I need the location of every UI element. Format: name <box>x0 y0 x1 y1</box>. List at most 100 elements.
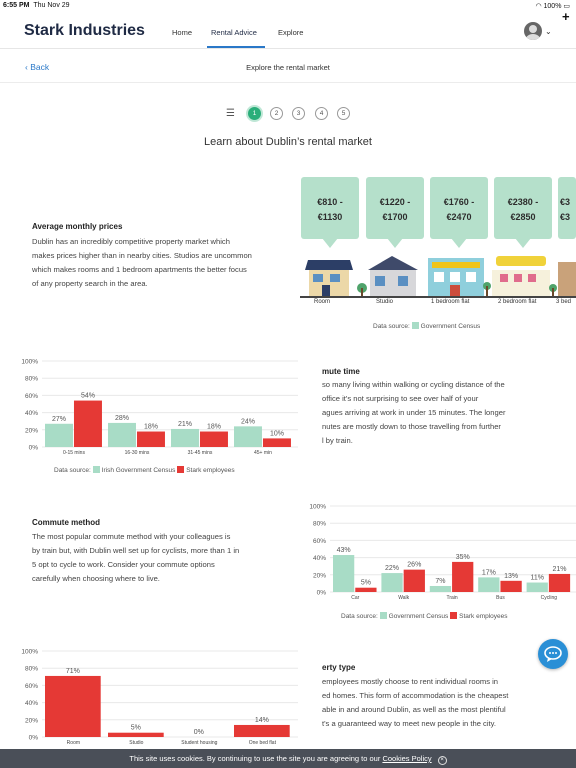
header-divider <box>0 48 576 49</box>
data-label: 71% <box>66 668 80 675</box>
x-tick-label: 45+ min <box>254 450 272 456</box>
legend-label: Irish Government Census <box>101 467 176 474</box>
chat-button[interactable] <box>538 639 568 669</box>
legend-label: Government Census <box>388 613 449 620</box>
back-button[interactable]: ‹ Back <box>25 62 49 72</box>
subnav-divider <box>0 82 576 83</box>
prices-body-line: of any property search in the area. <box>32 279 148 288</box>
price-card-range-end: €2850 <box>510 212 536 222</box>
y-tick-label: 20% <box>25 717 38 724</box>
commute-time-body-line: office it's not surprising to see over h… <box>322 394 479 403</box>
commute-method-body-line: carefully when choosing where to live. <box>32 574 160 583</box>
bar <box>429 585 452 592</box>
legend-swatch-red <box>450 612 458 619</box>
y-tick-label: 0% <box>317 590 327 597</box>
legend-label: Stark employees <box>459 613 508 620</box>
x-tick-label: Room <box>67 740 80 746</box>
data-label: 18% <box>207 424 221 431</box>
data-label: 7% <box>435 578 445 585</box>
list-icon[interactable]: ☰ <box>226 108 235 119</box>
nav-active-indicator <box>207 46 265 48</box>
plus-icon[interactable]: + <box>562 9 570 24</box>
status-date: Thu Nov 29 <box>33 2 70 9</box>
x-tick-label: Walk <box>398 595 409 601</box>
data-label: 13% <box>504 573 518 580</box>
data-label: 24% <box>241 418 255 425</box>
step-3[interactable]: 3 <box>292 107 305 120</box>
house-label-1-bed: 1 bedroom flat <box>431 299 470 305</box>
chat-icon <box>544 646 562 662</box>
step-5[interactable]: 5 <box>337 107 350 120</box>
bar <box>45 423 73 447</box>
commute-method-legend: Data source: Government Census Stark emp… <box>341 612 508 620</box>
price-card-range-end: €3 <box>560 212 571 222</box>
data-label: 35% <box>456 554 470 561</box>
prices-body-line: Dublin has an incredibly competitive pro… <box>32 237 230 246</box>
close-icon[interactable]: × <box>437 756 447 765</box>
data-label: 28% <box>115 415 129 422</box>
y-tick-label: 40% <box>25 410 38 417</box>
bar <box>136 431 165 447</box>
chevron-left-icon: ‹ <box>25 62 28 72</box>
x-tick-label: Car <box>351 595 359 601</box>
y-tick-label: 100% <box>21 359 38 366</box>
bar <box>478 577 500 592</box>
price-card-range-start: €3 <box>560 197 571 207</box>
commute-time-legend: Data source: Irish Government Census Sta… <box>54 466 235 474</box>
step-4[interactable]: 4 <box>315 107 328 120</box>
prices-body: Dublin has an incredibly competitive pro… <box>32 235 252 291</box>
bar <box>526 582 548 592</box>
bar <box>171 428 199 447</box>
commute-time-body-line: agues arriving at work in under 15 minut… <box>322 408 506 417</box>
nav-rental-advice[interactable]: Rental Advice <box>211 28 257 37</box>
commute-method-body: The most popular commute method with you… <box>32 530 239 586</box>
data-label: 27% <box>52 416 66 423</box>
legend-swatch-red <box>177 466 185 473</box>
property-type-body-line: employees mostly choose to rent individu… <box>322 677 499 686</box>
data-label: 11% <box>530 575 544 582</box>
bar <box>234 724 290 737</box>
cookie-text: This site uses cookies. By continuing to… <box>129 754 383 763</box>
prices-body-line: makes prices higher than in nearby citie… <box>32 251 252 260</box>
commute-time-body: so many living within walking or cycling… <box>322 378 576 448</box>
price-card-range-start: €1220 - <box>379 197 411 207</box>
y-tick-label: 100% <box>21 649 38 656</box>
commute-method-title: Commute method <box>32 518 100 527</box>
brand-logo[interactable]: Stark Industries <box>24 22 145 39</box>
house-label-room: Room <box>314 299 331 305</box>
cookies-policy-link[interactable]: Cookies Policy <box>382 754 432 763</box>
houses-illustration <box>300 256 576 298</box>
y-tick-label: 60% <box>25 683 38 690</box>
battery-level: 100% <box>543 3 562 10</box>
bar <box>333 555 355 592</box>
data-label: 5% <box>131 725 141 732</box>
x-tick-label: Studio <box>129 740 143 746</box>
price-card-room: €810 - €1130 <box>301 177 359 248</box>
price-card-3-bed: €3 €3 <box>558 177 576 239</box>
chevron-down-icon[interactable]: ⌄ <box>545 27 552 36</box>
data-source-label: Data source: <box>373 323 410 330</box>
commute-method-body-line: The most popular commute method with you… <box>32 532 231 541</box>
x-tick-label: 0-15 mins <box>63 450 85 456</box>
step-2[interactable]: 2 <box>270 107 283 120</box>
page-title: Learn about Dublin’s rental market <box>204 136 372 148</box>
data-label: 21% <box>178 421 192 428</box>
bar <box>108 422 136 447</box>
x-tick-label: 16-30 mins <box>125 450 150 456</box>
price-card-range-start: €2380 - <box>507 197 539 207</box>
avatar[interactable] <box>524 22 542 40</box>
data-source-name: Government Census <box>420 323 481 330</box>
wifi-icon: ◠ <box>535 3 542 10</box>
step-1[interactable]: 1 <box>248 107 261 120</box>
y-tick-label: 80% <box>313 521 326 528</box>
bar <box>403 569 425 592</box>
data-label: 5% <box>361 580 371 587</box>
nav-explore[interactable]: Explore <box>278 28 304 37</box>
data-label: 54% <box>81 393 95 400</box>
price-card-range-end: €1700 <box>382 212 408 222</box>
bar <box>73 400 102 447</box>
nav-home[interactable]: Home <box>172 28 193 37</box>
prices-title: Average monthly prices <box>32 222 123 231</box>
data-source-label: Data source: <box>54 467 91 474</box>
house-label-2-bed: 2 bedroom flat <box>498 299 537 305</box>
